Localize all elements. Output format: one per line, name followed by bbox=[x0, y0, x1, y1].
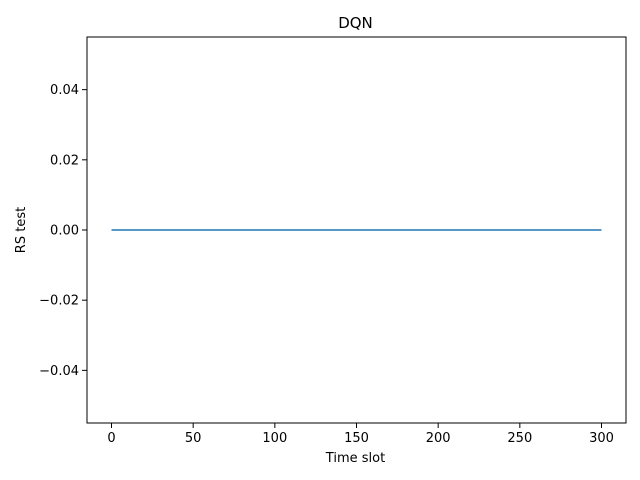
x-axis-label: Time slot bbox=[325, 451, 385, 466]
y-tick-label: 0.00 bbox=[50, 224, 79, 239]
y-tick-label: −0.02 bbox=[39, 294, 79, 309]
chart-title: DQN bbox=[338, 14, 373, 32]
x-axis-ticks: 0 50 100 150 200 250 300 bbox=[107, 423, 614, 446]
x-tick-label: 250 bbox=[507, 431, 532, 446]
x-tick-label: 300 bbox=[589, 431, 614, 446]
x-tick-label: 150 bbox=[344, 431, 369, 446]
plot-frame bbox=[86, 36, 627, 424]
x-tick-label: 0 bbox=[107, 431, 115, 446]
x-tick-label: 50 bbox=[185, 431, 202, 446]
y-tick-label: 0.04 bbox=[50, 83, 79, 98]
x-tick-label: 200 bbox=[426, 431, 451, 446]
x-tick-label: 100 bbox=[262, 431, 287, 446]
y-axis-ticks: −0.04 −0.02 0.00 0.02 0.04 bbox=[39, 83, 87, 379]
y-axis-label: RS test bbox=[14, 207, 29, 253]
y-tick-label: −0.04 bbox=[39, 364, 79, 379]
y-tick-label: 0.02 bbox=[50, 153, 79, 168]
